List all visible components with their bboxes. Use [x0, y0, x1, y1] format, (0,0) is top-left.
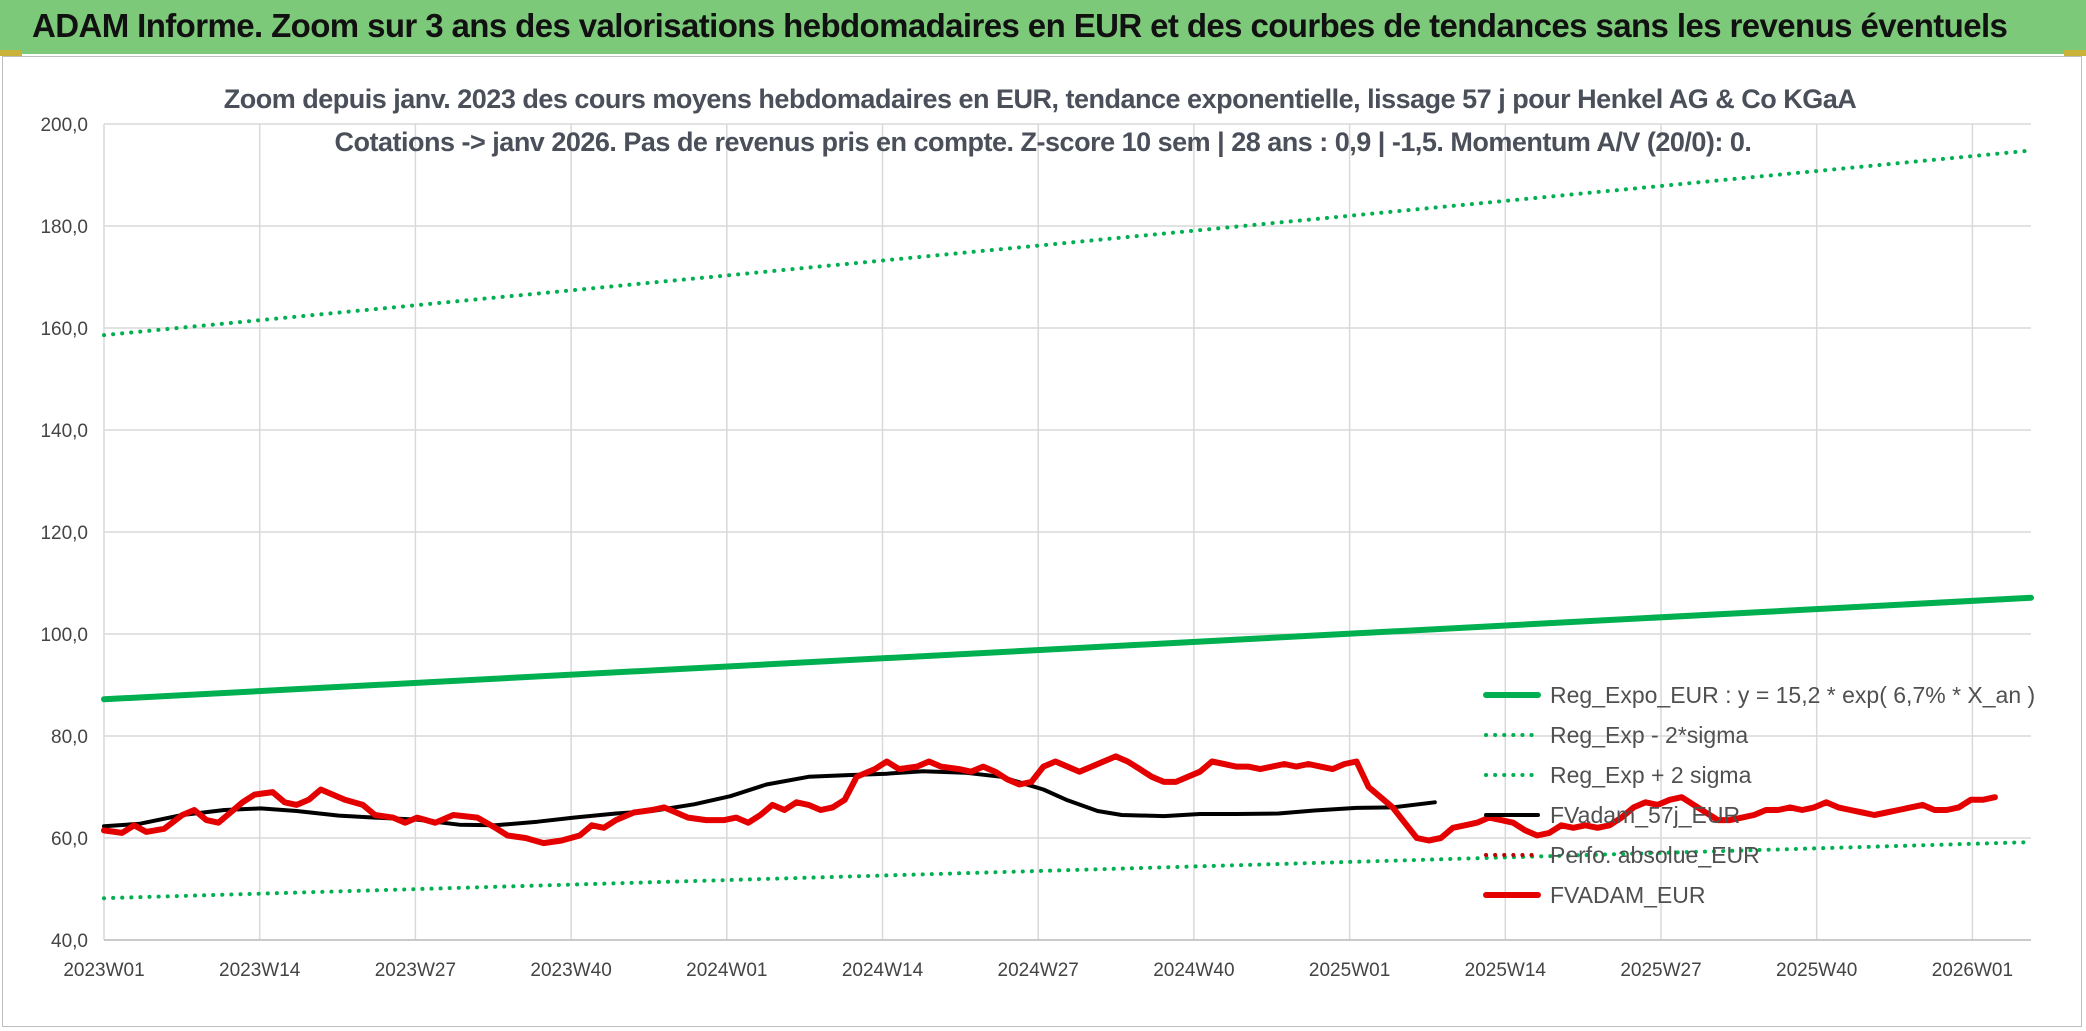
- x-tick-label: 2025W40: [1776, 960, 1857, 981]
- y-tick-label: 160,0: [40, 319, 88, 340]
- legend-label: Reg_Exp - 2*sigma: [1550, 722, 1748, 748]
- x-tick-label: 2026W01: [1932, 960, 2013, 981]
- chart-frame: [2, 56, 2082, 1027]
- series-line-2: [102, 148, 2033, 338]
- y-tick-label: 120,0: [40, 523, 88, 544]
- legend-label: FVadam_57j_EUR: [1550, 802, 1740, 828]
- chart-title-line-2: Cotations -> janv 2026. Pas de revenus p…: [334, 127, 1752, 157]
- x-tick-label: 2025W14: [1465, 960, 1547, 981]
- y-tick-label: 200,0: [40, 115, 88, 136]
- y-tick-label: 80,0: [51, 727, 88, 748]
- x-tick-label: 2025W27: [1620, 960, 1701, 981]
- series-line-5: [101, 753, 1998, 847]
- y-tick-label: 100,0: [40, 625, 88, 646]
- x-tick-label: 2024W01: [686, 960, 767, 981]
- y-tick-label: 40,0: [51, 931, 88, 952]
- page-title: ADAM Informe. Zoom sur 3 ans des valoris…: [32, 7, 2008, 44]
- banner-corner-right: [2064, 50, 2086, 56]
- y-tick-label: 180,0: [40, 217, 88, 238]
- series-line-3: [102, 769, 1437, 829]
- header-banner: ADAM Informe. Zoom sur 3 ans des valoris…: [0, 0, 2086, 54]
- x-tick-label: 2024W40: [1153, 960, 1234, 981]
- x-tick-label: 2023W01: [63, 960, 144, 981]
- x-tick-label: 2024W27: [998, 960, 1079, 981]
- x-tick-label: 2023W40: [530, 960, 611, 981]
- chart-title-line-1: Zoom depuis janv. 2023 des cours moyens …: [223, 84, 1857, 114]
- series-line-1: [102, 840, 2033, 901]
- series-line-0: [101, 594, 2034, 703]
- legend-label: FVADAM_EUR: [1550, 882, 1706, 908]
- x-tick-label: 2025W01: [1309, 960, 1390, 981]
- y-tick-label: 140,0: [40, 421, 88, 442]
- legend-label: Reg_Exp + 2 sigma: [1550, 762, 1752, 788]
- x-tick-label: 2024W14: [842, 960, 924, 981]
- banner-corner-left: [0, 50, 22, 56]
- legend-label: Reg_Expo_EUR : y = 15,2 * exp( 6,7% * X_…: [1550, 682, 2035, 708]
- legend: Reg_Expo_EUR : y = 15,2 * exp( 6,7% * X_…: [1483, 682, 2035, 908]
- y-tick-label: 60,0: [51, 829, 88, 850]
- legend-label: Perfo. absolue_EUR: [1550, 842, 1760, 868]
- x-tick-label: 2023W14: [219, 960, 301, 981]
- x-tick-label: 2023W27: [375, 960, 456, 981]
